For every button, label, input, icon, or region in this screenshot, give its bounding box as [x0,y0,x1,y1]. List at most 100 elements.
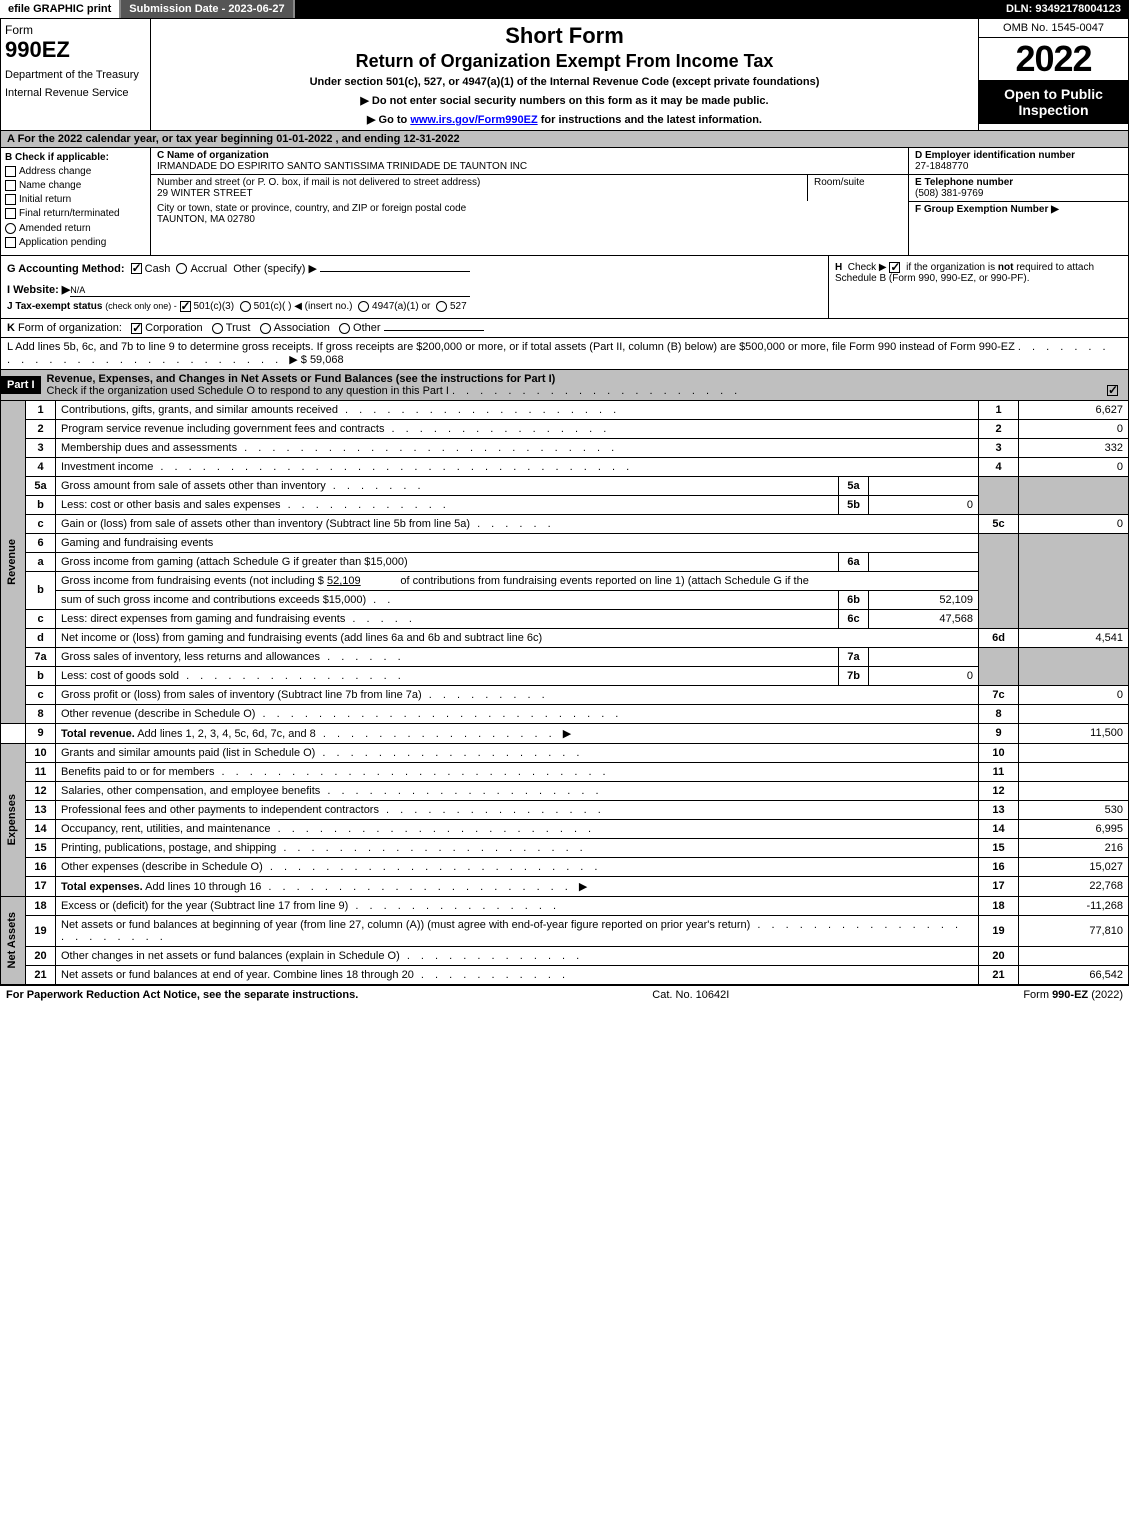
amt-5a [869,476,979,495]
chk-accrual[interactable] [176,263,187,274]
section-gh: G Accounting Method: Cash Accrual Other … [0,256,1129,319]
irs-label: Internal Revenue Service [5,87,146,99]
col-b-checkboxes: B Check if applicable: Address change Na… [1,148,151,255]
form-subnote: Under section 501(c), 527, or 4947(a)(1)… [155,76,974,88]
amt-16: 15,027 [1019,857,1129,876]
amt-10 [1019,743,1129,762]
side-net-assets: Net Assets [1,896,26,984]
amt-15: 216 [1019,838,1129,857]
c-city-lbl: City or town, state or province, country… [157,203,466,214]
chk-sched-o[interactable] [1107,385,1118,396]
chk-initial-return[interactable] [5,194,16,205]
amt-18: -11,268 [1019,896,1129,915]
amt-4: 0 [1019,457,1129,476]
omb-number: OMB No. 1545-0047 [979,19,1128,38]
amt-7b: 0 [869,666,979,685]
footer-mid: Cat. No. 10642I [652,989,729,1001]
col-b-title: B Check if applicable: [5,152,146,163]
form-number: 990EZ [5,37,146,63]
efile-print[interactable]: efile GRAPHIC print [0,0,121,18]
part-1-check-note: Check if the organization used Schedule … [47,385,449,397]
row-l-text: L Add lines 5b, 6c, and 7b to line 9 to … [7,341,1015,353]
amt-13: 530 [1019,800,1129,819]
top-bar: efile GRAPHIC print Submission Date - 20… [0,0,1129,18]
amt-9: 11,500 [1019,723,1129,743]
c-room-lbl: Room/suite [808,175,908,201]
d-ein-val: 27-1848770 [915,161,968,172]
part-1-header: Part I Revenue, Expenses, and Changes in… [0,370,1129,401]
section-bcdef: B Check if applicable: Address change Na… [0,148,1129,256]
chk-cash[interactable] [131,263,142,274]
amt-6c: 47,568 [869,609,979,628]
g-lbl: G Accounting Method: [7,263,125,275]
amt-8 [1019,704,1129,723]
amt-6a [869,552,979,571]
chk-address-change[interactable] [5,166,16,177]
f-group-lbl: F Group Exemption Number ▶ [915,204,1059,215]
org-street: 29 WINTER STREET [157,188,253,199]
org-name: IRMANDADE DO ESPIRITO SANTO SANTISSIMA T… [157,161,527,172]
chk-name-change[interactable] [5,180,16,191]
form-subtitle: Return of Organization Exempt From Incom… [155,51,974,72]
col-c-org-info: C Name of organization IRMANDADE DO ESPI… [151,148,908,255]
irs-link[interactable]: www.irs.gov/Form990EZ [410,114,537,126]
chk-501c[interactable] [240,301,251,312]
amt-7a [869,647,979,666]
c-name-lbl: C Name of organization [157,150,269,161]
amt-5c: 0 [1019,514,1129,533]
dept-treasury: Department of the Treasury [5,69,146,81]
instr-2: ▶ Go to www.irs.gov/Form990EZ for instru… [155,113,974,126]
i-lbl: I Website: ▶ [7,284,70,296]
form-header: Form 990EZ Department of the Treasury In… [0,18,1129,131]
chk-corporation[interactable] [131,323,142,334]
amt-1: 6,627 [1019,401,1129,420]
amt-6b: 52,109 [869,590,979,609]
chk-4947[interactable] [358,301,369,312]
amt-14: 6,995 [1019,819,1129,838]
chk-other-org[interactable] [339,323,350,334]
chk-application-pending[interactable] [5,237,16,248]
amt-19: 77,810 [1019,915,1129,946]
row-k: K Form of organization: Corporation Trus… [0,319,1129,338]
form-title: Short Form [155,23,974,49]
submission-date: Submission Date - 2023-06-27 [121,0,294,18]
chk-sched-b[interactable] [889,262,900,273]
i-website: N/A [70,285,85,295]
amt-17: 22,768 [1019,876,1129,896]
row-l-amt: ▶ $ 59,068 [289,354,343,366]
chk-501c3[interactable] [180,301,191,312]
amt-12 [1019,781,1129,800]
amt-11 [1019,762,1129,781]
amt-5b: 0 [869,495,979,514]
chk-amended-return[interactable] [5,223,16,234]
dln: DLN: 93492178004123 [998,0,1129,18]
footer-left: For Paperwork Reduction Act Notice, see … [6,989,358,1001]
e-phone-lbl: E Telephone number [915,177,1013,188]
e-phone-val: (508) 381-9769 [915,188,983,199]
side-expenses: Expenses [1,743,26,896]
part-1-title: Revenue, Expenses, and Changes in Net As… [47,373,556,385]
footer-right: Form 990-EZ (2022) [1023,989,1123,1001]
amt-7c: 0 [1019,685,1129,704]
amt-20 [1019,946,1129,965]
amt-21: 66,542 [1019,965,1129,984]
amt-2: 0 [1019,419,1129,438]
amt-6d: 4,541 [1019,628,1129,647]
col-def: D Employer identification number 27-1848… [908,148,1128,255]
chk-trust[interactable] [212,323,223,334]
instr-1: ▶ Do not enter social security numbers o… [155,94,974,107]
chk-association[interactable] [260,323,271,334]
row-a-tax-year: A For the 2022 calendar year, or tax yea… [0,131,1129,148]
chk-527[interactable] [436,301,447,312]
open-public: Open to Public Inspection [979,80,1128,124]
d-ein-lbl: D Employer identification number [915,150,1075,161]
j-lbl: J Tax-exempt status [7,301,102,312]
row-l: L Add lines 5b, 6c, and 7b to line 9 to … [0,338,1129,370]
side-revenue: Revenue [1,401,26,724]
page-footer: For Paperwork Reduction Act Notice, see … [0,985,1129,1004]
chk-final-return[interactable] [5,208,16,219]
amt-3: 332 [1019,438,1129,457]
tax-year: 2022 [979,38,1128,80]
c-street-lbl: Number and street (or P. O. box, if mail… [157,177,480,188]
form-label: Form [5,23,146,37]
